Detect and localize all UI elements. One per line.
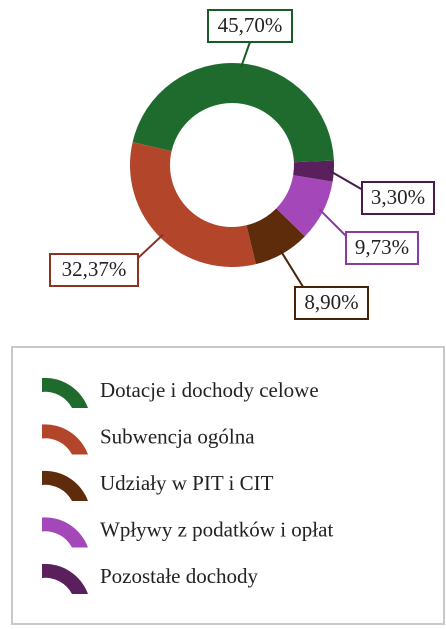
data-label: 32,37% — [62, 257, 127, 281]
leader-line — [318, 208, 351, 241]
legend-label: Pozostałe dochody — [100, 564, 259, 588]
leader-line — [329, 170, 364, 191]
legend-label: Subwencja ogólna — [100, 424, 255, 448]
leader-line — [240, 41, 251, 68]
leader-line — [137, 233, 164, 259]
legend-box — [11, 346, 445, 625]
label-box — [345, 231, 419, 265]
legend-swatch — [42, 517, 88, 548]
leader-line — [279, 249, 306, 291]
legend-swatch — [42, 424, 88, 455]
slice — [276, 175, 333, 237]
legend-swatch — [42, 470, 88, 501]
legend-label: Wpływy z podatków i opłat — [100, 517, 333, 541]
data-label: 9,73% — [355, 235, 409, 259]
label-box — [361, 181, 435, 215]
label-box — [207, 9, 293, 43]
legend-swatch — [42, 377, 88, 408]
legend-label: Dotacje i dochody celowe — [100, 378, 319, 402]
data-label: 45,70% — [218, 13, 283, 37]
data-label: 3,30% — [371, 185, 425, 209]
slice — [132, 62, 334, 163]
slice — [246, 208, 305, 265]
legend-swatch — [42, 563, 88, 594]
data-label: 8,90% — [304, 290, 358, 314]
slice — [293, 160, 334, 182]
label-box — [294, 286, 369, 320]
label-box — [49, 253, 139, 287]
legend-label: Udziały w PIT i CIT — [100, 471, 274, 495]
